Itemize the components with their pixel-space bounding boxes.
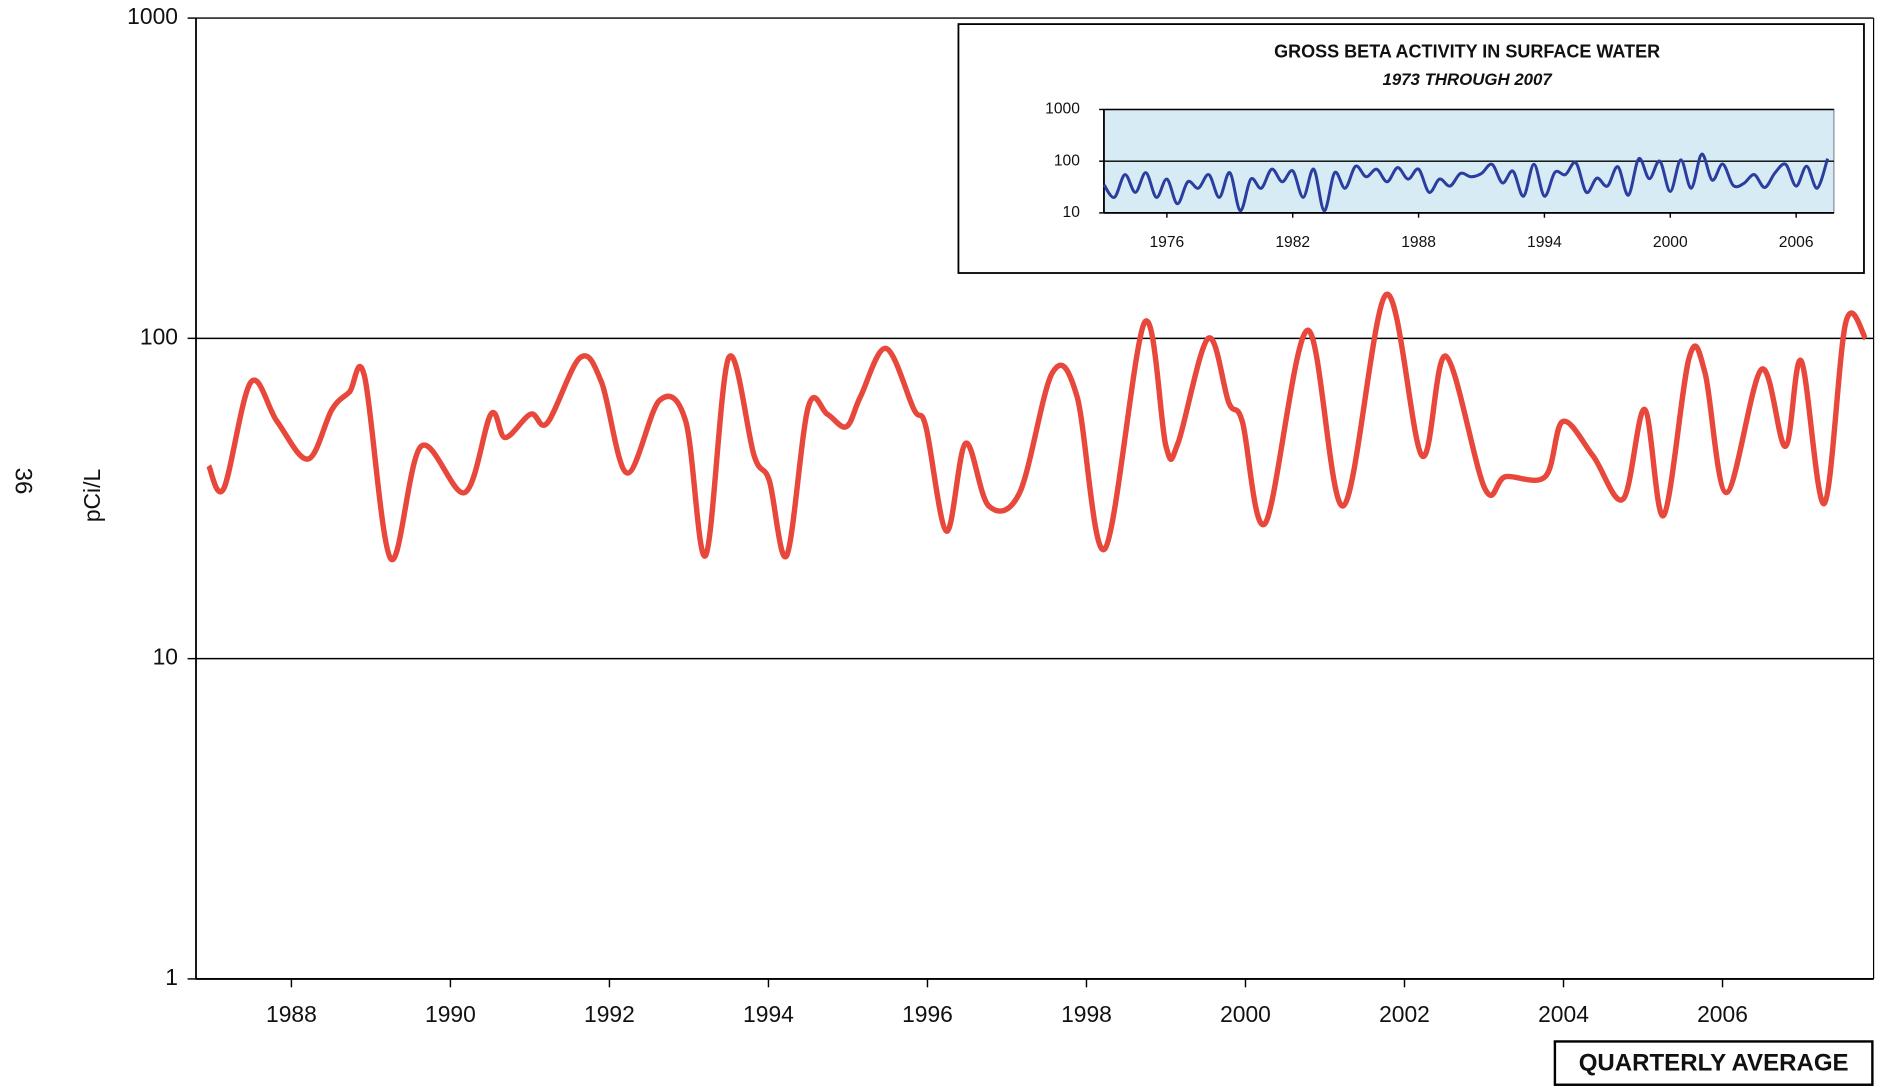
data-line	[1102, 152, 1830, 213]
data-line	[206, 291, 1868, 563]
x-tick-label: 2000	[1220, 1001, 1271, 1027]
inset-title: GROSS BETA ACTIVITY IN SURFACE WATER	[1274, 42, 1660, 62]
x-tick-label: 1992	[584, 1001, 635, 1027]
y-tick-label: 1000	[1045, 101, 1080, 118]
x-tick-label: 1994	[1527, 234, 1562, 251]
x-tick-label: 2002	[1379, 1001, 1430, 1027]
x-tick-label: 1994	[743, 1001, 794, 1027]
x-tick-label: 2004	[1538, 1001, 1589, 1027]
page-number: 36	[9, 468, 36, 495]
y-tick-label: 1	[165, 964, 178, 990]
annotation: QUARTERLY AVERAGE	[1579, 1050, 1849, 1077]
x-tick-label: 2006	[1779, 234, 1814, 251]
x-tick-label: 1988	[1401, 234, 1436, 251]
annotation-box	[1553, 1040, 1874, 1086]
y-tick-label: 100	[140, 323, 178, 349]
y-tick-label: 100	[1054, 152, 1080, 169]
x-tick-label: 2006	[1697, 1001, 1748, 1027]
y-tick-label: 10	[1063, 204, 1081, 221]
x-tick-label: 1976	[1149, 234, 1184, 251]
inset-subtitle: 1973 THROUGH 2007	[1382, 70, 1553, 89]
x-tick-label: 1996	[902, 1001, 953, 1027]
x-tick-label: 1990	[425, 1001, 476, 1027]
x-tick-label: 1982	[1275, 234, 1310, 251]
y-axis-label: pCi/L	[79, 469, 105, 522]
x-tick-label: 2000	[1653, 234, 1688, 251]
y-tick-label: 1000	[127, 3, 178, 29]
x-tick-label: 1998	[1061, 1001, 1112, 1027]
x-tick-label: 1988	[266, 1001, 317, 1027]
y-tick-label: 10	[153, 644, 178, 670]
